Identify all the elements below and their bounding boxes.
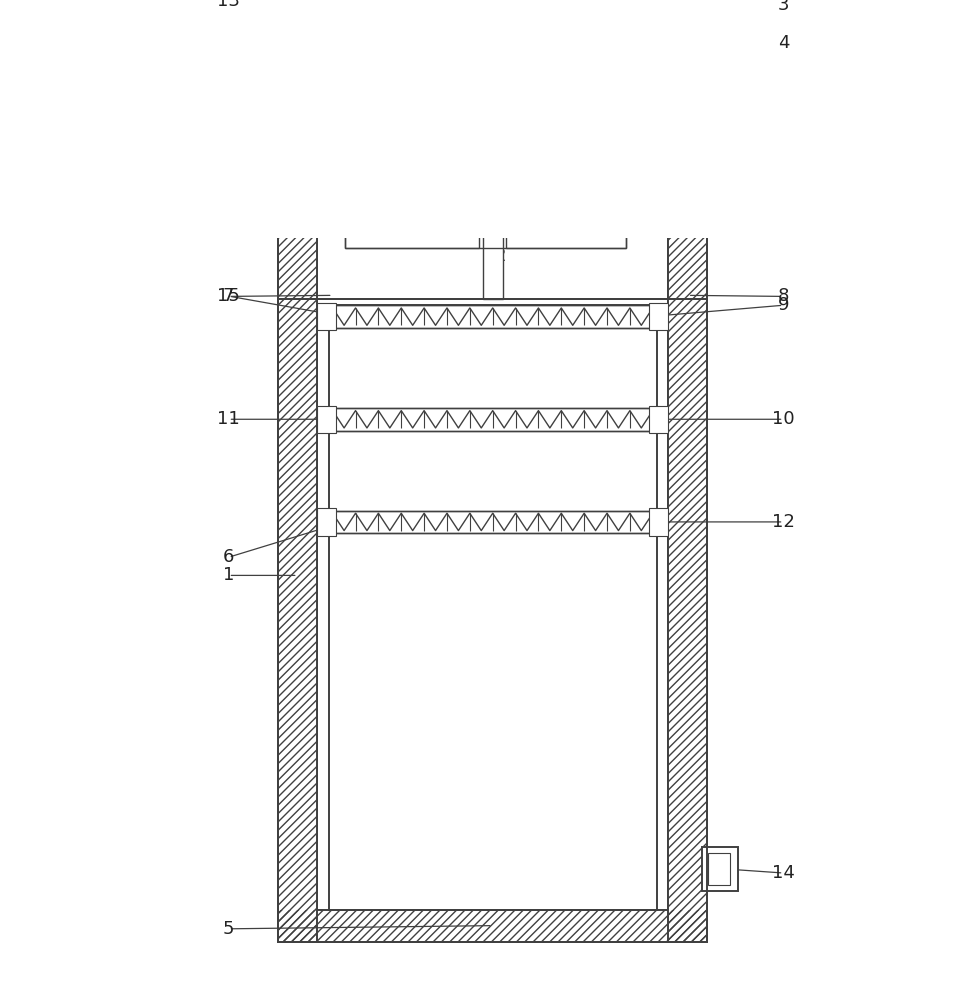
Bar: [329, 305, 656, 328]
Bar: [346, 177, 479, 198]
Text: 12: 12: [772, 513, 795, 531]
Text: 3: 3: [778, 0, 789, 14]
Text: 1: 1: [223, 566, 234, 584]
Text: 11: 11: [217, 410, 240, 428]
Text: 10: 10: [772, 410, 795, 428]
Bar: [329, 408, 656, 431]
Text: 15: 15: [217, 287, 240, 305]
Bar: [278, 0, 707, 25]
Bar: [668, 299, 707, 942]
Bar: [668, 0, 707, 299]
Bar: [504, 13, 522, 38]
Text: 8: 8: [778, 287, 789, 305]
Bar: [483, 25, 503, 299]
Bar: [318, 25, 668, 299]
Bar: [278, 299, 318, 942]
Bar: [708, 853, 730, 885]
Bar: [278, 299, 707, 942]
Bar: [278, 0, 318, 299]
Bar: [346, 127, 479, 148]
Text: 2: 2: [495, 247, 506, 265]
Bar: [318, 303, 336, 330]
Bar: [483, 0, 503, 25]
Text: 13: 13: [217, 0, 240, 10]
Bar: [318, 508, 336, 536]
Text: 7: 7: [223, 287, 235, 305]
Bar: [278, 910, 707, 942]
Text: 14: 14: [772, 864, 795, 882]
Bar: [668, 0, 707, 299]
Bar: [258, 0, 290, 20]
Bar: [329, 511, 656, 533]
Bar: [701, 847, 738, 891]
Text: 6: 6: [223, 548, 234, 566]
Bar: [346, 77, 479, 98]
Bar: [506, 77, 626, 98]
Bar: [649, 406, 668, 433]
Bar: [261, 0, 290, 17]
Bar: [318, 25, 668, 299]
Bar: [506, 177, 626, 198]
Bar: [346, 226, 479, 248]
Bar: [278, 910, 707, 942]
Bar: [329, 305, 656, 910]
Bar: [278, 0, 707, 25]
Bar: [649, 303, 668, 330]
Text: 5: 5: [223, 920, 235, 938]
Bar: [278, 0, 318, 299]
Bar: [318, 299, 668, 910]
Bar: [278, 0, 707, 299]
Bar: [464, 13, 481, 38]
Bar: [668, 299, 707, 942]
Text: 9: 9: [778, 296, 789, 314]
Bar: [649, 508, 668, 536]
Bar: [278, 0, 707, 25]
Bar: [318, 406, 336, 433]
Bar: [506, 226, 626, 248]
Bar: [506, 127, 626, 148]
Bar: [278, 0, 707, 25]
Text: 4: 4: [778, 34, 789, 52]
Bar: [278, 299, 318, 942]
